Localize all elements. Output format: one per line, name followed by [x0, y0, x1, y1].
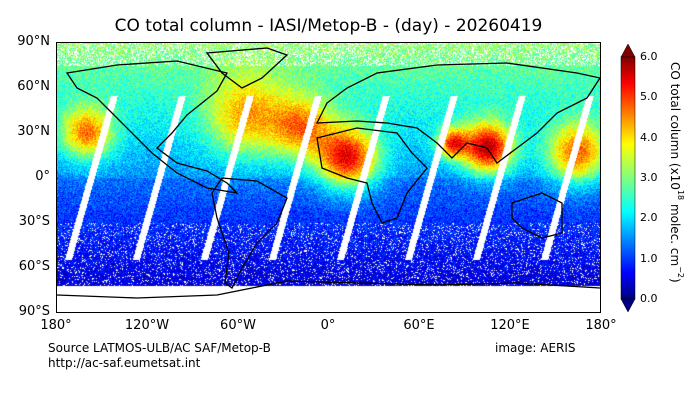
lon-label: 120°E — [490, 318, 530, 333]
lat-label: 0° — [35, 169, 50, 184]
colorbar-tick: 0.0 — [640, 292, 658, 305]
colorbar-tick: 6.0 — [640, 50, 658, 63]
lat-label: 60°N — [17, 79, 50, 94]
colorbar-gradient — [620, 56, 636, 300]
colorbar-tick: 3.0 — [640, 171, 658, 184]
lon-label: 120°W — [124, 318, 170, 333]
coastline-australia — [511, 192, 563, 239]
lat-label: 60°S — [18, 259, 50, 274]
colorbar — [620, 44, 636, 312]
coastline-antarctica — [57, 280, 600, 299]
lon-label: 180° — [585, 318, 617, 333]
co-map — [56, 42, 601, 313]
coastline-africa — [316, 127, 428, 224]
coastline-greenland — [205, 47, 289, 89]
colorbar-min-extend — [620, 298, 636, 312]
coastlines — [57, 47, 600, 299]
lon-label: 0° — [320, 318, 336, 333]
coastline-north-america — [65, 60, 239, 194]
lat-label: 30°N — [17, 124, 50, 139]
source-text: Source LATMOS-ULB/AC SAF/Metop-B — [48, 341, 271, 355]
lat-label: 30°S — [18, 214, 50, 229]
figure-title: CO total column - IASI/Metop-B - (day) -… — [114, 16, 543, 36]
image-credit: image: AERIS — [495, 341, 576, 355]
co-field-raster — [57, 43, 600, 312]
lon-label: 60°W — [220, 318, 256, 333]
lon-label: 180° — [40, 318, 72, 333]
colorbar-max-extend — [620, 44, 636, 58]
colorbar-tick: 2.0 — [640, 211, 658, 224]
colorbar-tick: 5.0 — [640, 90, 658, 103]
coastline-eurasia — [315, 62, 600, 164]
colorbar-tick: 4.0 — [640, 131, 658, 144]
coastline-south-america — [211, 177, 288, 289]
colorbar-tick: 1.0 — [640, 252, 658, 265]
lat-label: 90°N — [17, 34, 50, 49]
lat-label: 90°S — [18, 304, 50, 319]
source-url[interactable]: http://ac-saf.eumetsat.int — [48, 356, 201, 370]
lon-label: 60°E — [403, 318, 435, 333]
colorbar-label: CO total column (x1018 molec. cm−2) — [668, 62, 685, 283]
